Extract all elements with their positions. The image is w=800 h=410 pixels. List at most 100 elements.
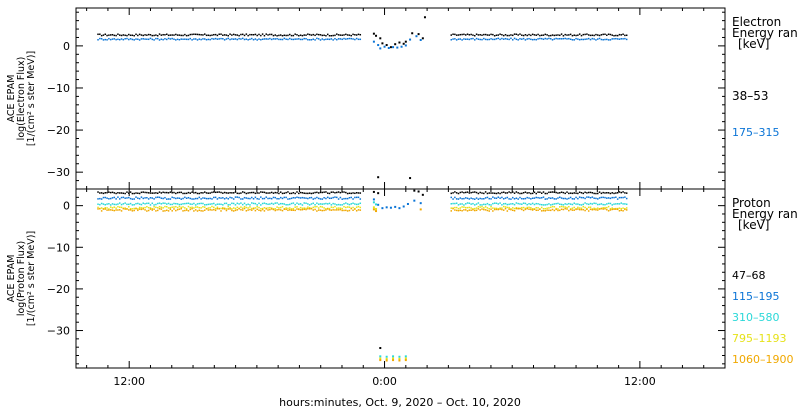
data-point: [321, 206, 324, 208]
data-point: [184, 209, 186, 212]
data-point: [281, 35, 284, 37]
data-point: [185, 192, 188, 195]
data-point: [492, 210, 494, 212]
data-point: [577, 208, 579, 210]
data-point: [457, 209, 460, 212]
data-point: [546, 198, 548, 200]
data-point: [214, 191, 217, 194]
data-point: [288, 209, 291, 211]
data-point: [292, 38, 295, 41]
data-point: [522, 209, 525, 212]
data-point: [128, 38, 130, 41]
data-point: [254, 207, 257, 209]
data-point: [595, 39, 597, 41]
data-point: [247, 39, 249, 41]
data-point: [580, 204, 583, 206]
data-point: [138, 192, 141, 195]
data-point: [184, 196, 186, 199]
data-point: [321, 209, 324, 212]
data-point: [337, 34, 340, 36]
data-point: [606, 197, 608, 199]
data-point: [196, 203, 199, 205]
data-point: [352, 192, 354, 194]
data-point: [314, 206, 316, 208]
data-point: [193, 202, 195, 205]
data-point: [553, 34, 556, 37]
data-point: [100, 34, 103, 37]
data-point: [274, 209, 277, 212]
data-point: [182, 203, 184, 205]
data-point: [562, 206, 565, 208]
data-point: [330, 209, 333, 211]
data-point: [381, 207, 384, 210]
data-point: [274, 208, 277, 210]
data-point: [287, 34, 289, 37]
data-point: [540, 37, 543, 40]
data-point: [265, 208, 267, 210]
data-point: [317, 207, 320, 209]
data-point: [290, 209, 293, 211]
data-point: [481, 204, 483, 206]
data-point: [308, 39, 311, 41]
data-point: [598, 197, 601, 199]
data-point: [549, 206, 552, 209]
data-point: [578, 208, 581, 211]
data-point: [385, 357, 388, 360]
data-point: [474, 34, 476, 37]
series-795–1193: [97, 205, 628, 360]
data-point: [325, 197, 327, 200]
data-point: [398, 355, 401, 358]
data-point: [288, 207, 291, 209]
data-point: [299, 34, 302, 36]
data-point: [463, 33, 465, 36]
data-point: [276, 192, 278, 194]
data-point: [276, 37, 278, 40]
data-point: [461, 206, 463, 208]
y-axis-label-line: ACE EPAM: [6, 75, 17, 123]
data-point: [490, 38, 492, 40]
data-point: [615, 203, 617, 205]
data-point: [586, 208, 588, 211]
data-point: [597, 38, 599, 40]
data-point: [171, 196, 173, 199]
data-point: [162, 197, 164, 200]
data-point: [548, 203, 550, 205]
data-point: [147, 38, 150, 41]
data-point: [352, 198, 354, 200]
data-point: [187, 202, 190, 205]
data-point: [156, 206, 159, 209]
data-point: [231, 202, 233, 205]
data-point: [354, 196, 356, 199]
data-point: [274, 38, 277, 40]
data-point: [216, 203, 219, 205]
data-point: [213, 202, 215, 205]
data-point: [178, 34, 181, 36]
data-point: [231, 197, 233, 199]
data-point: [470, 38, 472, 40]
data-point: [339, 196, 342, 199]
data-point: [180, 206, 182, 209]
data-point: [263, 207, 266, 209]
series-310–580: [97, 201, 628, 358]
data-point: [598, 208, 601, 210]
data-point: [133, 198, 135, 200]
data-point: [158, 39, 161, 41]
data-point: [593, 208, 595, 211]
data-point: [166, 198, 168, 200]
data-point: [118, 209, 121, 211]
data-point: [597, 209, 599, 211]
data-point: [526, 38, 528, 40]
data-point: [521, 206, 523, 209]
data-point: [140, 207, 143, 209]
data-point: [104, 192, 107, 194]
data-point: [153, 204, 155, 206]
data-point: [486, 202, 489, 205]
data-point: [232, 207, 235, 209]
data-point: [135, 196, 137, 198]
data-point: [227, 34, 230, 37]
data-point: [211, 191, 213, 194]
data-point: [345, 206, 347, 209]
data-point: [510, 198, 512, 200]
data-point: [151, 197, 154, 199]
data-point: [131, 204, 134, 206]
